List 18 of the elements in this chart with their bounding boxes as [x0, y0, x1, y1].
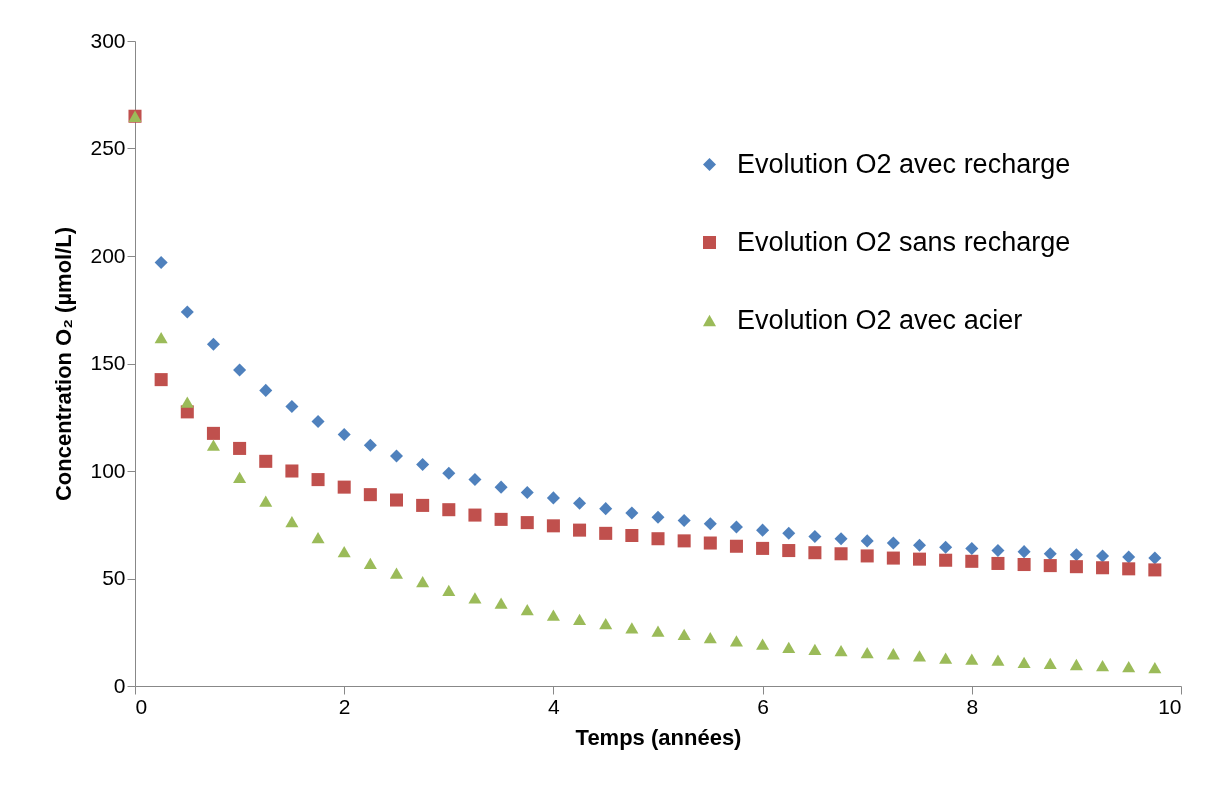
legend-label: Evolution O2 sans recharge — [737, 226, 1071, 257]
y-tick-label: 150 — [90, 351, 126, 374]
x-tick-label: 0 — [135, 694, 148, 718]
x-tick-label: 2 — [338, 694, 351, 718]
x-tick-label: 4 — [548, 694, 561, 718]
y-tick-label: 0 — [113, 673, 126, 697]
y-tick-label: 50 — [102, 566, 126, 589]
y-tick-label: 300 — [90, 28, 126, 52]
legend-label: Evolution O2 avec acier — [737, 304, 1023, 335]
x-axis-title: Temps (années) — [575, 724, 742, 750]
legend-label: Evolution O2 avec recharge — [737, 148, 1071, 179]
y-tick-label: 250 — [90, 136, 126, 159]
y-tick-label: 200 — [90, 243, 126, 267]
x-tick-label: 10 — [1158, 694, 1182, 718]
x-tick-label: 8 — [966, 694, 979, 718]
y-axis-title: Concentration O₂ (µmol/L) — [51, 226, 77, 502]
x-tick-label: 6 — [757, 694, 769, 718]
y-tick-label: 100 — [90, 458, 126, 482]
